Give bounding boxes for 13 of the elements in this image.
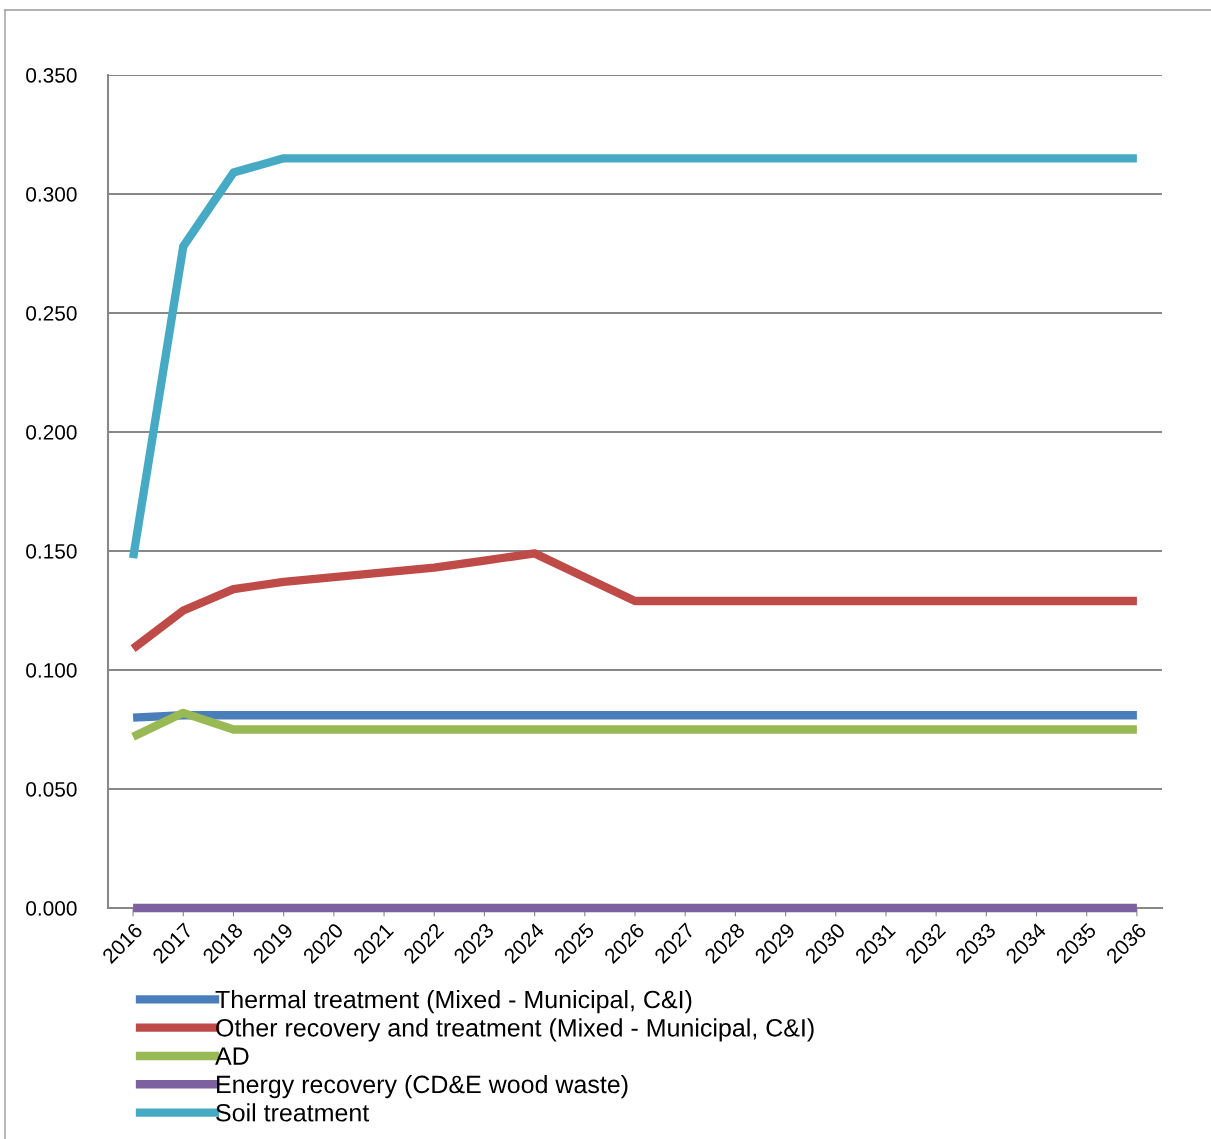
- legend-label: Other recovery and treatment (Mixed - Municipal, C&I): [216, 1018, 814, 1042]
- y-tick-label: 0.350: [26, 68, 77, 83]
- y-tick-label: 0.100: [26, 663, 77, 678]
- y-tick-label: 0.000: [26, 901, 77, 916]
- y-tick-label: 0.200: [26, 425, 77, 440]
- y-tick-label: 0.150: [26, 544, 77, 559]
- legend-label: Soil treatment: [216, 1103, 370, 1122]
- y-tick-label: 0.300: [26, 187, 77, 202]
- legend-label: Energy recovery (CD&E wood waste): [217, 1074, 628, 1099]
- legend-label: Thermal treatment (Mixed - Municipal, C&I): [215, 990, 692, 1014]
- y-tick-label: 0.050: [26, 782, 77, 797]
- legend-label: AD: [215, 1047, 249, 1065]
- y-tick-label: 0.250: [26, 306, 77, 321]
